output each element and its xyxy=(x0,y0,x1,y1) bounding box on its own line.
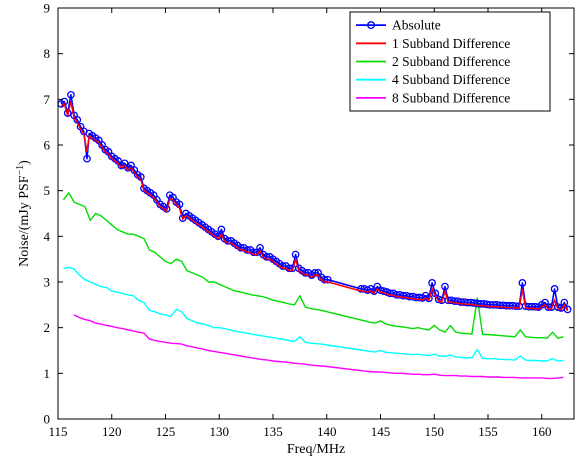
x-tick-label: 145 xyxy=(371,424,391,439)
y-axis-label: Noise/(mJy PSF−1) xyxy=(15,160,33,267)
legend-label: Absolute xyxy=(392,18,441,33)
y-tick-label: 2 xyxy=(44,320,51,335)
legend: Absolute 1 Subband Difference 2 Subband Di… xyxy=(349,11,551,112)
data-point xyxy=(311,269,319,277)
series-2-subband-difference xyxy=(62,192,564,339)
data-point xyxy=(550,285,559,293)
x-tick-label: 130 xyxy=(210,424,230,439)
y-axis-label-close: ) xyxy=(17,160,32,165)
series-layer xyxy=(57,90,572,380)
y-axis-label-main: Noise/(mJy PSF xyxy=(17,175,32,267)
x-tick-label: 150 xyxy=(425,424,445,439)
y-tick-label: 6 xyxy=(44,138,51,153)
legend-label: 4 Subband Difference xyxy=(392,72,510,87)
plot-frame xyxy=(57,7,575,420)
data-point xyxy=(428,279,436,287)
y-axis-label-superscript: −1 xyxy=(15,165,26,176)
x-tick-label: 120 xyxy=(102,424,122,439)
legend-entry: 2 Subband Difference xyxy=(356,54,510,69)
legend-label: 2 Subband Difference xyxy=(392,54,510,69)
legend-entry: Absolute xyxy=(356,18,441,33)
legend-entry: 1 Subband Difference xyxy=(356,36,510,51)
y-tick-label: 3 xyxy=(44,275,51,290)
y-tick-label: 0 xyxy=(44,412,51,427)
y-tick-label: 5 xyxy=(44,183,51,198)
x-axis-label: Freq/MHz xyxy=(287,442,345,457)
y-tick-label: 8 xyxy=(44,46,51,61)
legend-marker xyxy=(367,21,376,30)
data-point xyxy=(554,303,562,311)
x-tick-label: 140 xyxy=(317,424,337,439)
y-tick-label: 9 xyxy=(44,1,51,16)
data-point xyxy=(434,295,443,304)
x-tick-label: 135 xyxy=(263,424,283,439)
data-point xyxy=(217,225,226,234)
ticks-layer: 115 120 125 130 135 140 145 150 155 160 0 1 2 3 4 5 6 7 8 9 xyxy=(44,1,574,439)
y-tick-label: 4 xyxy=(44,229,51,244)
legend-entry: 4 Subband Difference xyxy=(356,72,510,87)
data-point xyxy=(518,279,527,287)
y-tick-label: 7 xyxy=(44,92,51,107)
x-tick-label: 160 xyxy=(532,424,552,439)
series-1-subband-difference-overlay xyxy=(60,101,569,312)
x-tick-label: 155 xyxy=(478,424,498,439)
x-tick-label: 115 xyxy=(48,424,67,439)
series-line xyxy=(63,266,564,362)
data-point xyxy=(323,275,332,284)
x-tick-label: 125 xyxy=(156,424,176,439)
legend-label: 1 Subband Difference xyxy=(392,36,510,51)
series-line xyxy=(60,101,569,312)
series-4-subband-difference xyxy=(63,266,564,362)
data-point xyxy=(83,154,91,163)
data-point xyxy=(563,305,572,314)
y-tick-label: 1 xyxy=(44,366,51,381)
series-line xyxy=(73,314,564,380)
data-point xyxy=(67,90,75,99)
series-8-subband-difference xyxy=(73,314,564,380)
legend-label: 8 Subband Difference xyxy=(392,90,510,105)
series-line xyxy=(62,192,564,339)
legend-entry: 8 Subband Difference xyxy=(356,90,510,105)
